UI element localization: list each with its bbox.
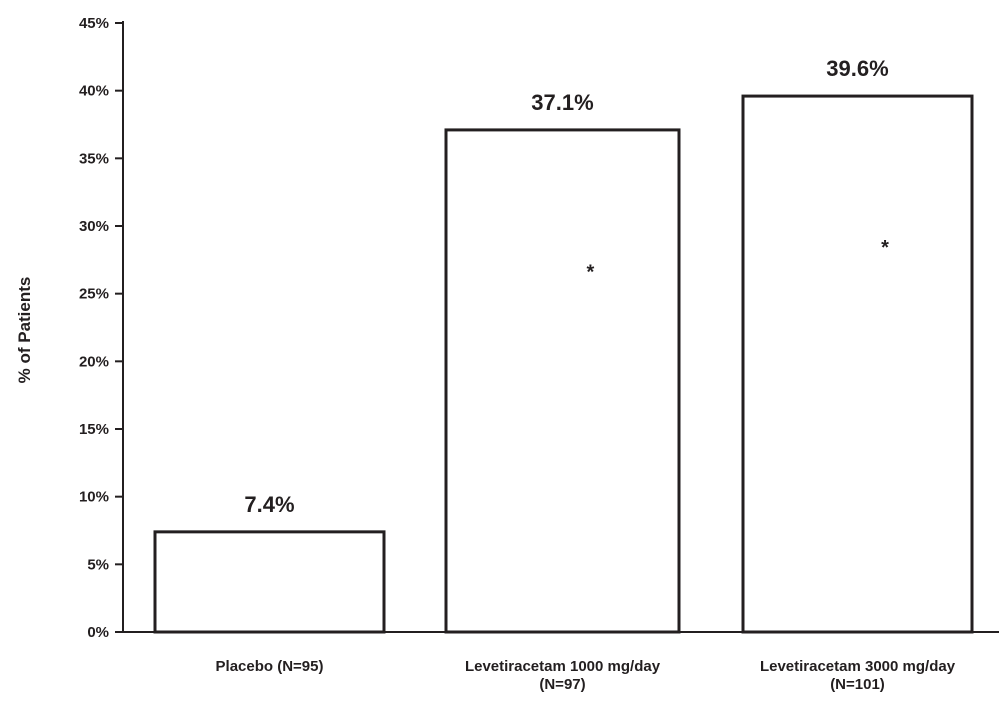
y-axis-title: % of Patients bbox=[15, 277, 34, 384]
x-axis-category-labels: Placebo (N=95) Levetiracetam 1000 mg/day(… bbox=[216, 658, 956, 693]
y-tick-label: 5% bbox=[87, 556, 109, 573]
y-axis-title-group: % of Patients bbox=[15, 277, 34, 384]
bar bbox=[741, 94, 974, 634]
category-label: (N=97) bbox=[539, 676, 585, 693]
bar-value-label: 7.4% bbox=[244, 492, 294, 517]
bar-value-label: 39.6% bbox=[826, 56, 888, 81]
y-tick-label: 25% bbox=[79, 286, 109, 303]
bars: 7.4% 37.1% * 39.6% * bbox=[153, 56, 974, 634]
axes bbox=[122, 21, 999, 633]
y-tick-label: 20% bbox=[79, 353, 109, 370]
category-label: Placebo (N=95) bbox=[216, 658, 324, 675]
y-tick-label: 35% bbox=[79, 150, 109, 167]
y-tick-label: 40% bbox=[79, 83, 109, 100]
bar bbox=[444, 128, 681, 634]
y-tick-label: 30% bbox=[79, 218, 109, 235]
y-tick-label: 0% bbox=[87, 624, 109, 641]
bar-value-label: 37.1% bbox=[531, 90, 593, 115]
y-tick-label: 15% bbox=[79, 421, 109, 438]
significance-marker: * bbox=[881, 237, 889, 259]
category-label: Levetiracetam 3000 mg/day bbox=[760, 658, 956, 675]
y-tick-label: 10% bbox=[79, 489, 109, 506]
significance-marker: * bbox=[587, 261, 595, 283]
category-label: Levetiracetam 1000 mg/day bbox=[465, 658, 661, 675]
category-label: (N=101) bbox=[830, 676, 885, 693]
y-axis-ticks: 0% 5% 10% 15% 20% 25% 30% 35% 40% 45% bbox=[79, 15, 123, 641]
y-tick-label: 45% bbox=[79, 15, 109, 32]
bar bbox=[153, 530, 386, 634]
